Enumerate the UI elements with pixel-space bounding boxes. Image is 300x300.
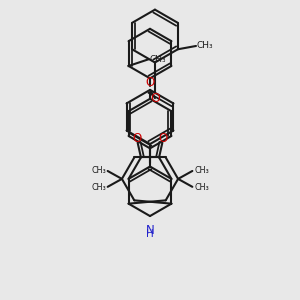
Text: N: N <box>146 224 154 237</box>
Text: O: O <box>146 76 154 89</box>
Text: O: O <box>158 132 168 145</box>
Text: CH₃: CH₃ <box>194 183 209 192</box>
Text: O: O <box>150 92 160 105</box>
Text: CH₃: CH₃ <box>91 166 106 175</box>
Text: CH₃: CH₃ <box>149 55 166 64</box>
Text: O: O <box>132 132 142 145</box>
Text: CH₃: CH₃ <box>91 183 106 192</box>
Text: CH₃: CH₃ <box>194 166 209 175</box>
Text: CH₃: CH₃ <box>197 41 214 50</box>
Text: H: H <box>146 229 154 239</box>
